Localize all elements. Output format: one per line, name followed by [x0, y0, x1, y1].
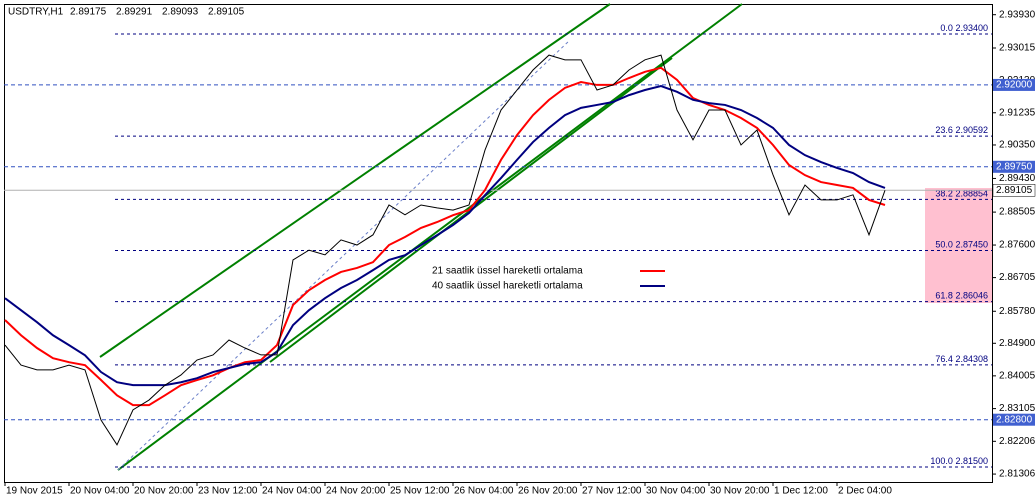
price-tag	[993, 413, 1035, 426]
fib-price: 2.84308	[955, 354, 988, 364]
y-tick-label: 2.85780	[999, 306, 1036, 317]
x-tick-label: 1 Dec 12:00	[774, 486, 828, 497]
legend-label: 40 saatlik üssel hareketli ortalama	[432, 281, 583, 292]
fib-ratio: 38.2	[935, 189, 953, 199]
y-tick-label: 2.86705	[999, 272, 1036, 283]
x-tick-label: 20 Nov 04:00	[70, 486, 130, 497]
price-tag	[993, 160, 1035, 173]
fib-label: 61.8 2.86046	[935, 291, 988, 301]
x-tick-label: 30 Nov 20:00	[710, 486, 770, 497]
fib-label: 100.0 2.81500	[930, 456, 988, 466]
y-tick-label: 2.91235	[999, 107, 1036, 118]
ma-line	[4, 84, 886, 387]
highlight-zone	[925, 188, 992, 303]
y-tick-label: 2.89430	[999, 173, 1036, 184]
fib-price: 2.93400	[955, 23, 988, 33]
last-price-tag	[992, 184, 1036, 197]
y-tick-label: 2.93015	[999, 43, 1036, 54]
legend: 21 saatlik üssel hareketli ortalama 40 sa…	[425, 262, 673, 294]
quote-value: 2.89093	[162, 7, 199, 18]
fib-label: 38.2 2.88854	[935, 189, 988, 199]
fib-label: 0.0 2.93400	[940, 23, 988, 33]
x-tick-label: 26 Nov 04:00	[454, 486, 514, 497]
fib-price: 2.81500	[955, 456, 988, 466]
legend-box	[425, 262, 673, 294]
x-tick-label: 19 Nov 2015	[6, 486, 63, 497]
quote-value: 2.89291	[116, 7, 153, 18]
fib-label: 23.6 2.90592	[935, 126, 988, 136]
price-line-series	[4, 54, 886, 446]
x-tick-label: 24 Nov 04:00	[262, 486, 322, 497]
x-tick-label: 26 Nov 20:00	[518, 486, 578, 497]
price-tag	[993, 78, 1035, 91]
y-tick-label: 2.84005	[999, 370, 1036, 381]
fib-ratio: 100.0	[930, 456, 953, 466]
y-tick-label: 2.82206	[999, 436, 1036, 447]
fib-ratio: 61.8	[935, 291, 953, 301]
last-price-label: 2.89105	[996, 185, 1033, 196]
x-tick-label: 25 Nov 12:00	[390, 486, 450, 497]
x-tick-label: 27 Nov 12:00	[582, 486, 642, 497]
quote-value: 2.89175	[70, 7, 107, 18]
fib-ratio: 50.0	[935, 240, 953, 250]
fib-label: 50.0 2.87450	[935, 240, 988, 250]
y-tick-label: 2.87600	[999, 240, 1036, 251]
y-tick-label: 2.90350	[999, 140, 1036, 151]
y-tick-label: 2.88505	[999, 207, 1036, 218]
fib-ratio: 76.4	[935, 354, 953, 364]
fib-ratio: 23.6	[935, 126, 953, 136]
y-tick-label: 2.83105	[999, 403, 1036, 414]
plot-frame	[4, 4, 993, 483]
x-tick-label: 23 Nov 12:00	[198, 486, 258, 497]
channel-upper	[99, 3, 611, 358]
ma-line	[4, 66, 886, 407]
fib-price: 2.87450	[955, 240, 988, 250]
price-tag-label: 2.82800	[996, 414, 1033, 425]
fib-price: 2.86046	[955, 291, 988, 301]
legend-label: 21 saatlik üssel hareketli ortalama	[432, 266, 583, 277]
fib-ratio: 0.0	[940, 23, 953, 33]
y-tick-label: 2.84900	[999, 338, 1036, 349]
price-tag-label: 2.92000	[996, 80, 1033, 91]
trend-line	[117, 39, 571, 471]
price-tag-label: 2.89750	[996, 161, 1033, 172]
x-tick-label: 24 Nov 20:00	[326, 486, 386, 497]
x-tick-label: 2 Dec 04:00	[838, 486, 892, 497]
y-tick-label: 2.93930	[999, 9, 1036, 20]
quote-value: 2.89105	[208, 7, 245, 18]
fib-label: 76.4 2.84308	[935, 354, 988, 364]
x-tick-label: 30 Nov 04:00	[646, 486, 706, 497]
x-tick-label: 20 Nov 20:00	[134, 486, 194, 497]
chart-title: USDTRY,H1	[8, 7, 64, 18]
y-tick-label: 2.81306	[999, 469, 1036, 480]
channel-lower	[117, 3, 743, 471]
fib-price: 2.90592	[955, 126, 988, 136]
fib-price: 2.88854	[955, 189, 988, 199]
